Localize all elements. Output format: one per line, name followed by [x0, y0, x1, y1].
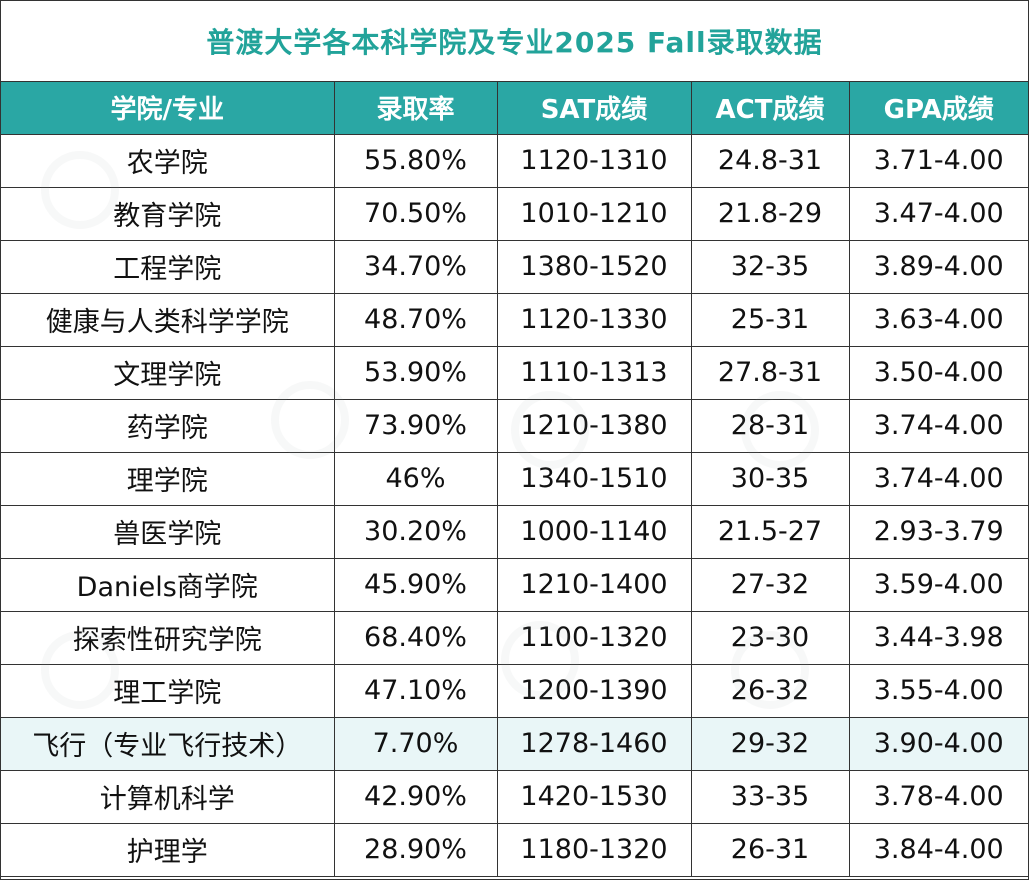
cell-sat: 1120-1330: [497, 293, 692, 347]
cell-act: 21.8-29: [691, 187, 850, 241]
cell-admit-rate: 28.90%: [334, 823, 498, 877]
table-row: 计算机科学 42.90% 1420-1530 33-35 3.78-4.00: [1, 770, 1028, 824]
cell-admit-rate: 53.90%: [334, 346, 498, 400]
cell-sat: 1010-1210: [497, 187, 692, 241]
cell-college: 文理学院: [1, 346, 335, 400]
cell-college: 探索性研究学院: [1, 611, 335, 665]
cell-gpa: 3.59-4.00: [849, 558, 1028, 612]
cell-admit-rate: 48.70%: [334, 293, 498, 347]
cell-sat: 1120-1310: [497, 134, 692, 188]
cell-act: 27-32: [691, 558, 850, 612]
cell-college: 护理学: [1, 823, 335, 877]
cell-admit-rate: 42.90%: [334, 770, 498, 824]
cell-admit-rate: 68.40%: [334, 611, 498, 665]
cell-admit-rate: 70.50%: [334, 187, 498, 241]
cell-college: 计算机科学: [1, 770, 335, 824]
table-row: 药学院 73.90% 1210-1380 28-31 3.74-4.00: [1, 399, 1028, 453]
cell-admit-rate: 30.20%: [334, 505, 498, 559]
cell-sat: 1000-1140: [497, 505, 692, 559]
cell-act: 23-30: [691, 611, 850, 665]
cell-sat: 1110-1313: [497, 346, 692, 400]
cell-sat: 1200-1390: [497, 664, 692, 718]
cell-college: 工程学院: [1, 240, 335, 294]
cell-act: 33-35: [691, 770, 850, 824]
header-sat: SAT成绩: [497, 82, 692, 135]
table-body: 农学院 55.80% 1120-1310 24.8-31 3.71-4.00 教育学院 70…: [1, 134, 1028, 877]
cell-gpa: 3.84-4.00: [849, 823, 1028, 877]
cell-admit-rate: 45.90%: [334, 558, 498, 612]
cell-gpa: 3.44-3.98: [849, 611, 1028, 665]
table-row: 工程学院 34.70% 1380-1520 32-35 3.89-4.00: [1, 240, 1028, 294]
cell-sat: 1420-1530: [497, 770, 692, 824]
cell-act: 21.5-27: [691, 505, 850, 559]
header-gpa: GPA成绩: [849, 82, 1028, 135]
cell-act: 26-31: [691, 823, 850, 877]
cell-sat: 1278-1460: [497, 717, 692, 771]
cell-act: 26-32: [691, 664, 850, 718]
table-header-row: 学院/专业 录取率 SAT成绩 ACT成绩 GPA成绩: [1, 82, 1028, 135]
cell-act: 30-35: [691, 452, 850, 506]
table-row: 兽医学院 30.20% 1000-1140 21.5-27 2.93-3.79: [1, 505, 1028, 559]
cell-act: 29-32: [691, 717, 850, 771]
table-row: Daniels商学院 45.90% 1210-1400 27-32 3.59-4.00: [1, 558, 1028, 612]
cell-gpa: 3.78-4.00: [849, 770, 1028, 824]
cell-admit-rate: 46%: [334, 452, 498, 506]
table-row: 农学院 55.80% 1120-1310 24.8-31 3.71-4.00: [1, 134, 1028, 188]
cell-act: 28-31: [691, 399, 850, 453]
cell-college: 飞行（专业飞行技术）: [1, 717, 335, 771]
header-act: ACT成绩: [691, 82, 850, 135]
table-row: 护理学 28.90% 1180-1320 26-31 3.84-4.00: [1, 823, 1028, 877]
cell-gpa: 3.71-4.00: [849, 134, 1028, 188]
cell-college: Daniels商学院: [1, 558, 335, 612]
cell-sat: 1210-1380: [497, 399, 692, 453]
cell-gpa: 3.74-4.00: [849, 452, 1028, 506]
cell-sat: 1340-1510: [497, 452, 692, 506]
page-title: 普渡大学各本科学院及专业2025 Fall录取数据: [1, 1, 1028, 82]
cell-college: 药学院: [1, 399, 335, 453]
table-row: 探索性研究学院 68.40% 1100-1320 23-30 3.44-3.98: [1, 611, 1028, 665]
cell-sat: 1100-1320: [497, 611, 692, 665]
cell-act: 25-31: [691, 293, 850, 347]
cell-act: 27.8-31: [691, 346, 850, 400]
cell-gpa: 3.47-4.00: [849, 187, 1028, 241]
table-row: 教育学院 70.50% 1010-1210 21.8-29 3.47-4.00: [1, 187, 1028, 241]
cell-college: 理学院: [1, 452, 335, 506]
table-row: 文理学院 53.90% 1110-1313 27.8-31 3.50-4.00: [1, 346, 1028, 400]
cell-college: 农学院: [1, 134, 335, 188]
cell-college: 教育学院: [1, 187, 335, 241]
cell-sat: 1180-1320: [497, 823, 692, 877]
cell-sat: 1210-1400: [497, 558, 692, 612]
cell-admit-rate: 7.70%: [334, 717, 498, 771]
header-admit-rate: 录取率: [334, 82, 498, 135]
cell-college: 理工学院: [1, 664, 335, 718]
cell-admit-rate: 34.70%: [334, 240, 498, 294]
cell-gpa: 3.90-4.00: [849, 717, 1028, 771]
table-row: 飞行（专业飞行技术） 7.70% 1278-1460 29-32 3.90-4.00: [1, 717, 1028, 771]
cell-act: 24.8-31: [691, 134, 850, 188]
table-row: 理工学院 47.10% 1200-1390 26-32 3.55-4.00: [1, 664, 1028, 718]
cell-college: 兽医学院: [1, 505, 335, 559]
admission-table: 学院/专业 录取率 SAT成绩 ACT成绩 GPA成绩 农学院 55.80% 112…: [1, 82, 1028, 877]
table-row: 理学院 46% 1340-1510 30-35 3.74-4.00: [1, 452, 1028, 506]
cell-admit-rate: 47.10%: [334, 664, 498, 718]
cell-gpa: 3.55-4.00: [849, 664, 1028, 718]
cell-act: 32-35: [691, 240, 850, 294]
cell-college: 健康与人类科学学院: [1, 293, 335, 347]
cell-gpa: 2.93-3.79: [849, 505, 1028, 559]
cell-sat: 1380-1520: [497, 240, 692, 294]
table-row: 健康与人类科学学院 48.70% 1120-1330 25-31 3.63-4.00: [1, 293, 1028, 347]
header-college: 学院/专业: [1, 82, 335, 135]
cell-gpa: 3.89-4.00: [849, 240, 1028, 294]
cell-gpa: 3.74-4.00: [849, 399, 1028, 453]
cell-admit-rate: 55.80%: [334, 134, 498, 188]
cell-admit-rate: 73.90%: [334, 399, 498, 453]
cell-gpa: 3.63-4.00: [849, 293, 1028, 347]
cell-gpa: 3.50-4.00: [849, 346, 1028, 400]
